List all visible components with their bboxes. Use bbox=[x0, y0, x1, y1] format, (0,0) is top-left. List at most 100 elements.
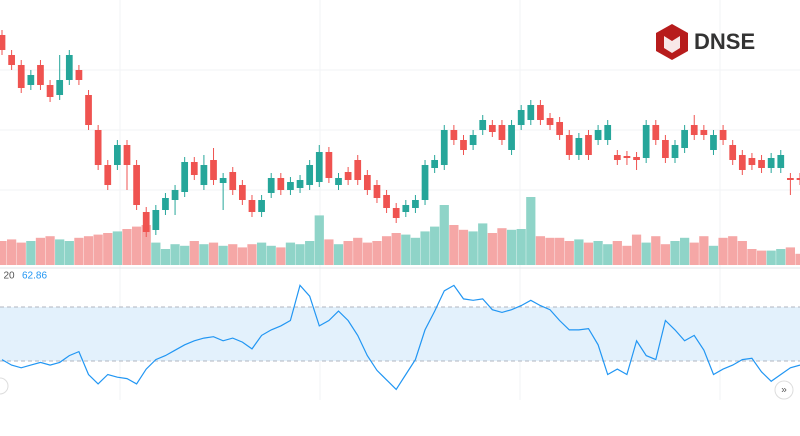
candle-body bbox=[738, 155, 746, 170]
volume-bar bbox=[170, 244, 180, 265]
candle-body bbox=[94, 130, 102, 165]
candle-body bbox=[787, 178, 794, 180]
volume-bar bbox=[574, 239, 584, 265]
volume-bar bbox=[401, 234, 411, 265]
volume-bar bbox=[64, 241, 74, 265]
volume-bar bbox=[247, 244, 257, 265]
logo-text: DNSE bbox=[694, 29, 755, 54]
volume-bar bbox=[478, 223, 488, 265]
candle-body bbox=[277, 178, 285, 190]
volume-bar bbox=[420, 231, 430, 265]
volume-bar bbox=[218, 245, 228, 265]
candle-body bbox=[652, 125, 660, 140]
volume-bar bbox=[199, 244, 209, 265]
candle-body bbox=[585, 135, 592, 155]
candle-body bbox=[421, 165, 429, 200]
volume-bar bbox=[776, 249, 786, 265]
volume-bar bbox=[131, 226, 142, 265]
volume-bar bbox=[381, 236, 392, 265]
svg-text:»: » bbox=[781, 385, 787, 396]
candle-body bbox=[8, 55, 15, 65]
rsi-value: 62.86 bbox=[22, 271, 47, 282]
volume-bar bbox=[228, 244, 238, 265]
volume-bar bbox=[785, 247, 796, 265]
volume-bar bbox=[372, 241, 382, 265]
volume-bar bbox=[74, 237, 84, 265]
nav-icons: » bbox=[0, 377, 794, 400]
candle-body bbox=[594, 130, 602, 140]
volume-bar bbox=[141, 225, 151, 265]
candle-body bbox=[431, 160, 439, 168]
volume-bar bbox=[555, 237, 565, 265]
candle-body bbox=[642, 125, 650, 158]
volume-bar bbox=[535, 236, 546, 265]
volume-bar bbox=[795, 253, 800, 265]
volume-bar bbox=[449, 225, 459, 265]
volume-bar bbox=[564, 241, 574, 265]
candle-body bbox=[344, 172, 352, 180]
volume-bar bbox=[728, 236, 738, 265]
volume-bar bbox=[487, 233, 497, 265]
volume-bar bbox=[160, 249, 171, 265]
candle-body bbox=[171, 190, 179, 200]
volume-bar bbox=[660, 244, 671, 265]
candle-body bbox=[729, 145, 737, 160]
candle-body bbox=[412, 200, 419, 208]
candle-body bbox=[296, 180, 304, 188]
rsi-band bbox=[0, 307, 800, 361]
candle-body bbox=[758, 160, 765, 168]
candle-body bbox=[267, 178, 275, 193]
candle-body bbox=[671, 145, 679, 158]
volume-bar bbox=[0, 241, 7, 265]
volume-bar bbox=[266, 245, 276, 265]
candle-body bbox=[402, 205, 410, 212]
volume-bar bbox=[276, 247, 286, 265]
candle-body bbox=[306, 165, 314, 185]
candle-body bbox=[498, 125, 506, 140]
volume-bar bbox=[122, 229, 132, 265]
volume-bar bbox=[497, 228, 507, 265]
volume-bar bbox=[468, 231, 478, 265]
candle-body bbox=[796, 178, 800, 180]
candle-body bbox=[56, 80, 64, 95]
volume-bar bbox=[680, 237, 690, 265]
candle-body bbox=[719, 130, 727, 140]
candle-body bbox=[190, 162, 198, 175]
candle-body bbox=[181, 162, 189, 192]
candle-body bbox=[767, 158, 775, 168]
volume-bar bbox=[641, 242, 651, 265]
candle-body bbox=[37, 65, 44, 85]
volume-bar bbox=[391, 233, 401, 265]
volume-bar bbox=[189, 241, 199, 265]
candle-body bbox=[517, 110, 525, 125]
candle-body bbox=[681, 130, 688, 148]
candle-body bbox=[335, 178, 342, 185]
candle-body bbox=[287, 182, 294, 190]
candle-body bbox=[527, 105, 535, 120]
volume-bar bbox=[285, 242, 296, 265]
candle-body bbox=[662, 140, 669, 158]
volume-bar bbox=[526, 197, 536, 265]
volume-bar bbox=[583, 242, 594, 265]
volume-bar bbox=[151, 242, 161, 265]
candle-body bbox=[373, 185, 381, 198]
candle-body bbox=[363, 175, 371, 190]
volume-bar bbox=[45, 236, 55, 265]
candle-body bbox=[17, 65, 25, 88]
volume-bar bbox=[180, 245, 190, 265]
candle-body bbox=[710, 135, 717, 150]
volume-bar bbox=[670, 241, 680, 265]
volume-bar bbox=[718, 237, 728, 265]
candle-body bbox=[0, 35, 6, 50]
candle-body bbox=[133, 165, 140, 205]
volume-bar bbox=[747, 249, 757, 265]
candle-body bbox=[700, 130, 708, 135]
volume-bar bbox=[237, 247, 247, 265]
candle-body bbox=[488, 125, 496, 132]
volume-bar bbox=[737, 241, 747, 265]
volume-bar bbox=[708, 245, 719, 265]
volume-bar bbox=[651, 236, 661, 265]
candle-body bbox=[219, 178, 227, 183]
candle-body bbox=[142, 212, 150, 232]
